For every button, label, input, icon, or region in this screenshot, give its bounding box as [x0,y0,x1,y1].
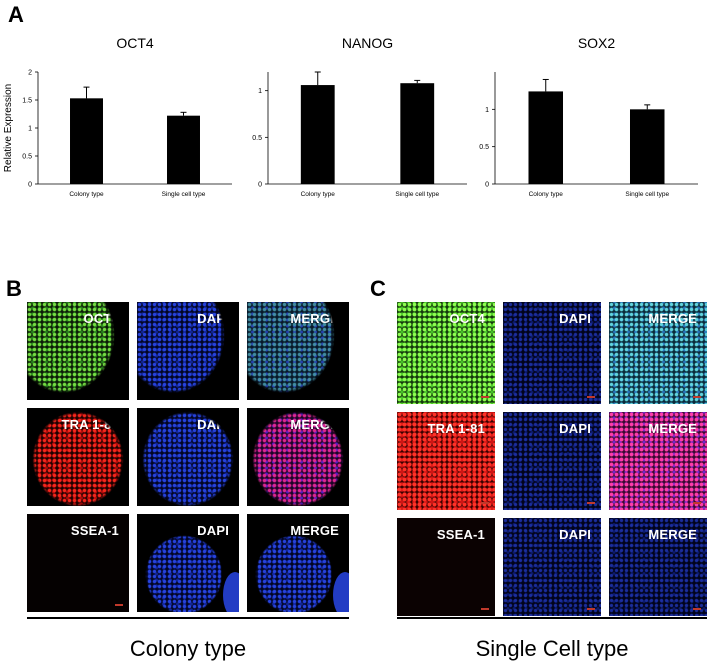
scale-bar [335,392,343,394]
image-merge-colony: MERGE [247,408,349,506]
x-tick-label: Single cell type [162,191,206,198]
chart-title: NANOG [342,35,393,51]
y-tick-label: 1.5 [22,98,32,105]
chart-title: OCT4 [116,35,154,51]
image-label: MERGE [290,311,339,326]
x-tick-label: Colony type [529,191,564,198]
panel-label-b: B [6,276,22,301]
divider-colony-type [27,617,349,619]
scale-bar [481,396,489,398]
bar [528,91,564,184]
scale-bar [693,608,701,610]
image-label: DAPI [197,417,229,432]
y-tick-label: 0 [485,182,489,189]
image-label: OCT4 [449,311,485,326]
scale-bar [225,498,233,500]
image-label: SSEA-1 [70,523,119,538]
divider-single-cell-type [397,617,707,619]
x-tick-label: Colony type [69,191,104,198]
image-label: SSEA-1 [436,527,485,542]
scale-bar [587,502,595,504]
scale-bar [115,392,123,394]
image-merge-single-cell: MERGE [609,518,707,616]
image-label: DAPI [559,421,591,436]
image-oct4-single-cell: OCT4 [397,302,495,404]
image-label: OCT4 [83,311,119,326]
bar [167,115,200,184]
scale-bar [587,608,595,610]
bar [629,109,665,184]
image-label: MERGE [290,523,339,538]
bar [400,83,435,184]
image-label: TRA 1-81 [427,421,485,436]
image-grid-single-cell-type: OCT4 DAPI MERGE TRA 1-81 DAPI MERGE SSEA… [397,302,707,616]
image-tra181-colony: TRA 1-81 [27,408,129,506]
y-tick-label: 0 [28,182,32,189]
image-tra181-single-cell: TRA 1-81 [397,412,495,510]
y-tick-label: 1 [258,88,262,95]
image-oct4-colony: OCT4 [27,302,129,400]
image-merge-single-cell: MERGE [609,302,707,404]
bar [300,85,335,184]
image-label: DAPI [197,523,229,538]
bar-chart-sox2: SOX2 0 0.5 1 Colony type Single cell type [479,35,698,198]
x-tick-label: Single cell type [395,191,439,198]
y-tick-label: 1 [28,126,32,133]
chart-title: SOX2 [578,35,616,51]
y-tick-label: 0.5 [22,154,32,161]
image-ssea1-colony: SSEA-1 [27,514,129,612]
image-label: MERGE [290,417,339,432]
image-merge-colony: MERGE [247,302,349,400]
scale-bar [225,604,233,606]
y-tick-label: 0 [258,182,262,189]
image-dapi-single-cell: DAPI [503,518,601,616]
scale-bar [335,498,343,500]
y-tick-label: 1 [485,107,489,114]
image-dapi-colony: DAPI [137,302,239,400]
image-ssea1-single-cell: SSEA-1 [397,518,495,616]
image-dapi-colony: DAPI [137,514,239,612]
y-axis-label: Relative Expression [3,84,14,172]
panel-label-a: A [8,2,24,27]
image-merge-colony: MERGE [247,514,349,612]
bar-chart-nanog: NANOG 0 0.5 1 Colony type Single cell type [252,35,467,198]
image-dapi-colony: DAPI [137,408,239,506]
x-tick-label: Single cell type [625,191,669,198]
image-label: DAPI [559,311,591,326]
image-label: MERGE [648,311,697,326]
y-tick-label: 2 [28,70,32,77]
y-tick-label: 0.5 [479,144,489,151]
x-tick-label: Colony type [301,191,336,198]
panel-label-c: C [370,276,386,301]
image-label: DAPI [559,527,591,542]
image-grid-colony-type: OCT4 DAPI MERGE TRA 1-81 DAPI MERGE SSEA… [27,302,349,612]
bar-chart-oct4: OCT4 Relative Expression 0 0.5 1 1.5 2 Colony t… [3,35,232,198]
scale-bar [115,604,123,606]
scale-bar [481,502,489,504]
scale-bar [115,498,123,500]
scale-bar [481,608,489,610]
image-merge-single-cell: MERGE [609,412,707,510]
bar [70,98,103,184]
scale-bar [335,604,343,606]
image-label: MERGE [648,421,697,436]
y-tick-label: 0.5 [252,135,262,142]
image-label: TRA 1-81 [61,417,119,432]
scale-bar [225,392,233,394]
image-label: DAPI [197,311,229,326]
image-label: MERGE [648,527,697,542]
caption-colony-type: Colony type [129,636,247,661]
caption-single-cell-type: Single Cell type [475,636,629,661]
scale-bar [693,502,701,504]
scale-bar [693,396,701,398]
image-dapi-single-cell: DAPI [503,412,601,510]
scale-bar [587,396,595,398]
image-dapi-single-cell: DAPI [503,302,601,404]
